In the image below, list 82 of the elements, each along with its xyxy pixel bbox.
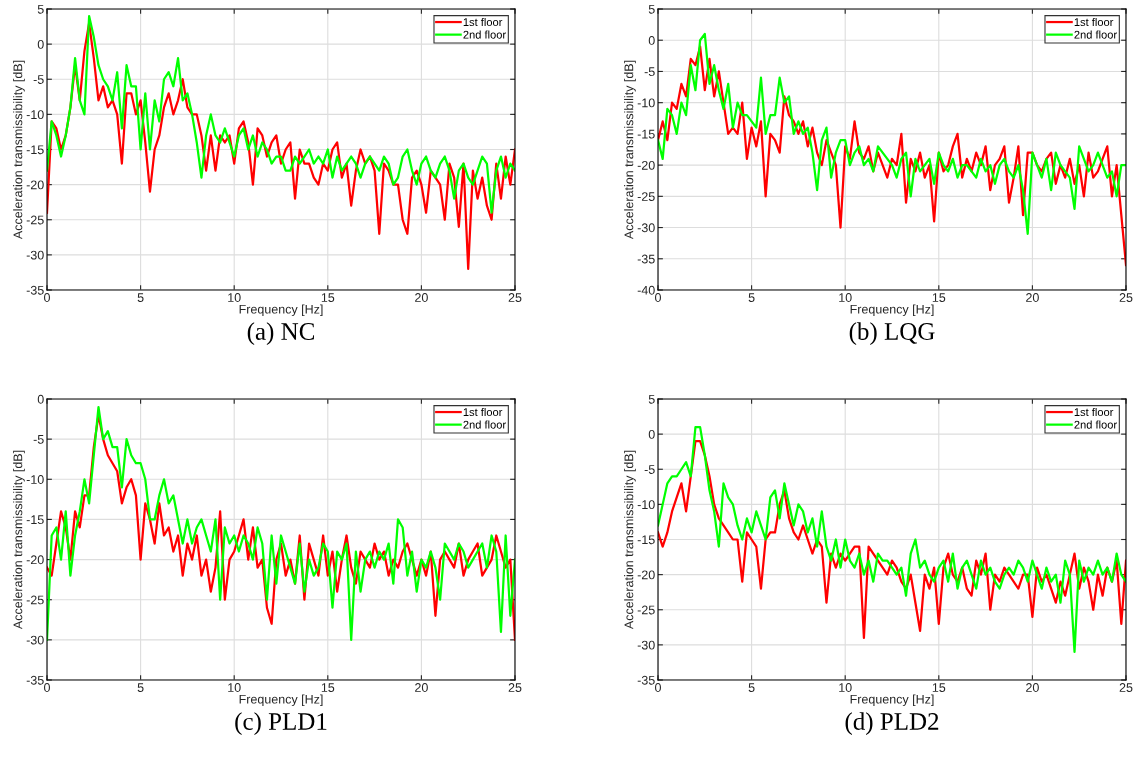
legend-label: 1st floor [1074, 407, 1114, 417]
legend-label: 1st floor [463, 407, 503, 417]
y-tick-label: -35 [26, 675, 44, 685]
x-tick-label: 25 [1119, 683, 1133, 692]
x-axis-title: Frequency [Hz] [850, 304, 934, 317]
line-series [658, 32, 1126, 235]
x-tick-label: 0 [44, 293, 50, 302]
x-tick-label: 10 [839, 683, 852, 692]
x-tick-label: 15 [932, 683, 946, 692]
x-tick-label: 10 [228, 293, 241, 302]
y-tick-label: -5 [644, 67, 655, 77]
y-tick-label: 5 [648, 4, 655, 14]
legend-label: 2nd floor [1074, 30, 1117, 39]
y-tick-label: -10 [26, 475, 44, 484]
x-tick-label: 15 [321, 683, 335, 692]
text: (c) PLD1 [235, 712, 327, 735]
x-tick-label: 25 [508, 683, 522, 692]
legend-label: 2nd floor [463, 30, 506, 39]
y-tick-label: -20 [26, 555, 44, 565]
x-tick-label: 5 [137, 293, 144, 302]
y-tick-label: -35 [637, 675, 655, 685]
x-tick-label: 25 [508, 293, 522, 302]
y-tick-label: -35 [637, 254, 655, 264]
y-tick-label: -40 [637, 285, 655, 295]
y-tick-label: -25 [637, 192, 655, 201]
y-axis-title: Acceleration transmissibility [dB] [624, 450, 636, 630]
x-tick-label: 20 [1026, 683, 1039, 692]
y-tick-label: 5 [37, 4, 44, 14]
y-tick-label: -20 [637, 160, 655, 170]
y-axis-title: Acceleration transmissibility [dB] [13, 450, 25, 630]
x-tick-label: 10 [839, 293, 852, 302]
y-axis-title: Acceleration transmissibility [dB] [624, 60, 636, 240]
legend-label: 2nd floor [463, 420, 506, 429]
y-tick-label: 5 [648, 394, 655, 404]
y-tick-label: -10 [26, 110, 44, 120]
y-tick-label: -20 [26, 180, 44, 190]
legend-label: 2nd floor [1074, 420, 1117, 429]
x-tick-label: 0 [655, 293, 661, 302]
y-tick-label: -25 [637, 605, 655, 615]
x-axis-title: Frequency [Hz] [239, 694, 323, 707]
y-tick-label: -35 [26, 285, 44, 295]
y-tick-label: 0 [648, 429, 655, 439]
line-series [47, 14, 515, 214]
y-tick-label: -5 [33, 435, 44, 444]
y-tick-label: -15 [637, 129, 655, 139]
x-tick-label: 25 [1119, 293, 1133, 302]
y-tick-label: -15 [637, 535, 655, 545]
y-tick-label: -10 [637, 98, 655, 108]
y-tick-label: 0 [37, 394, 44, 404]
x-tick-label: 5 [748, 293, 755, 302]
y-tick-label: -5 [644, 465, 655, 474]
legend-label: 1st floor [463, 17, 503, 27]
text: (b) LQG [849, 322, 935, 345]
y-tick-label: -25 [26, 215, 44, 225]
y-tick-label: -15 [26, 515, 44, 525]
x-tick-label: 0 [44, 683, 50, 692]
y-tick-label: -30 [637, 223, 655, 233]
x-tick-label: 15 [321, 293, 335, 302]
y-axis-title: Acceleration transmissibility [dB] [13, 60, 25, 240]
y-tick-label: 0 [37, 39, 44, 49]
x-axis-title: Frequency [Hz] [239, 304, 323, 317]
x-tick-label: 10 [228, 683, 241, 692]
y-tick-label: -15 [26, 145, 44, 155]
x-tick-label: 5 [748, 683, 755, 692]
y-tick-label: -30 [26, 250, 44, 260]
x-tick-label: 15 [932, 293, 946, 302]
y-tick-label: 0 [648, 36, 655, 45]
text: (a) NC [247, 322, 314, 345]
x-tick-label: 20 [1026, 293, 1039, 302]
y-tick-label: -20 [637, 570, 655, 580]
x-tick-label: 20 [415, 293, 428, 302]
x-tick-label: 5 [137, 683, 144, 692]
y-tick-label: -30 [637, 640, 655, 650]
legend-label: 1st floor [1074, 17, 1114, 27]
y-tick-label: -10 [637, 500, 655, 510]
y-tick-label: -30 [26, 635, 44, 645]
x-tick-label: 0 [655, 683, 661, 692]
x-axis-title: Frequency [Hz] [850, 694, 934, 707]
x-tick-label: 20 [415, 683, 428, 692]
y-tick-label: -25 [26, 595, 44, 605]
y-tick-label: -5 [33, 75, 44, 84]
text: (d) PLD2 [845, 712, 939, 735]
